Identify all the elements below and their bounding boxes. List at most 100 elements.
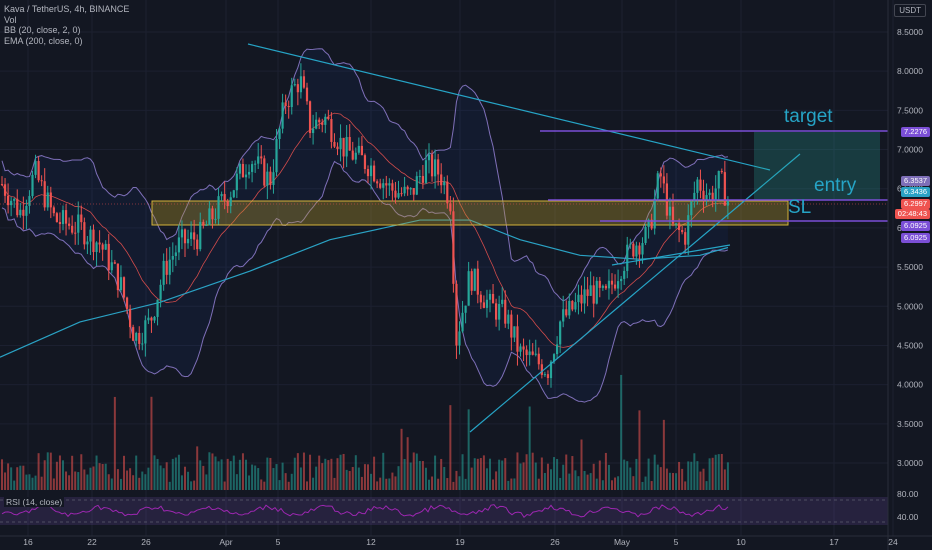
volume-bar <box>22 465 25 490</box>
volume-bar <box>723 469 726 490</box>
candle-body <box>516 326 519 352</box>
vol-indicator-label[interactable]: Vol <box>4 14 17 25</box>
bollinger-upper-line <box>1 48 728 302</box>
candle-body <box>629 243 632 245</box>
candle-body <box>705 195 708 200</box>
volume-bar <box>629 467 632 490</box>
volume-bar <box>632 476 635 490</box>
volume-bar <box>461 454 464 490</box>
volume-bar <box>498 459 501 490</box>
volume-bar <box>40 476 43 490</box>
target-price-tag: 7.2276 <box>901 127 930 137</box>
candle-body <box>186 238 190 244</box>
volume-bar <box>357 467 360 490</box>
candle-body <box>150 317 153 321</box>
candle-body <box>308 101 312 134</box>
candle-body <box>446 181 449 204</box>
volume-bar <box>318 455 321 490</box>
candle-body <box>690 201 693 216</box>
candle-body <box>159 284 162 300</box>
candle-body <box>626 244 629 271</box>
volume-bar <box>257 468 260 490</box>
candle-body <box>193 232 196 240</box>
bb-indicator-label[interactable]: BB (20, close, 2, 0) <box>4 25 81 35</box>
volume-bar <box>693 453 696 490</box>
volume-bar <box>418 460 421 490</box>
candle-body <box>613 284 617 289</box>
volume-bar <box>589 473 592 490</box>
volume-bar <box>327 460 330 490</box>
volume-bar <box>232 455 235 490</box>
candle-body <box>171 256 174 260</box>
candle-body <box>476 268 479 295</box>
candle-body <box>385 183 388 186</box>
currency-badge[interactable]: USDT <box>894 4 926 17</box>
candle-body <box>397 193 400 198</box>
candle-body <box>0 184 4 186</box>
symbol-title[interactable]: Kava / TetherUS, 4h, BINANCE <box>4 4 130 14</box>
candle-body <box>229 197 232 207</box>
volume-bar <box>193 480 196 490</box>
candle-body <box>583 289 586 304</box>
candle-body <box>681 229 684 233</box>
candle-body <box>400 193 403 195</box>
volume-bar <box>714 454 717 490</box>
candle-body <box>379 183 382 188</box>
volume-bar <box>647 458 650 490</box>
volume-bar <box>284 473 287 490</box>
candle-body <box>86 241 89 245</box>
volume-bar <box>659 467 662 490</box>
candle-body <box>296 84 299 93</box>
volume-bar <box>150 396 153 490</box>
volume-bar <box>513 478 516 490</box>
candle-body <box>391 183 394 191</box>
volume-bar <box>391 472 394 490</box>
volume-bar <box>577 476 580 490</box>
candle-body <box>199 221 202 250</box>
volume-bar <box>187 471 190 490</box>
candle-body <box>543 374 546 376</box>
time-axis-tick: 22 <box>87 537 97 547</box>
volume-bar <box>568 473 571 490</box>
ema-indicator-label[interactable]: EMA (200, close, 0) <box>4 35 83 46</box>
volume-bar <box>531 452 534 490</box>
volume-bar <box>367 464 369 490</box>
volume-bar <box>299 467 302 490</box>
candle-body <box>64 210 68 224</box>
volume-bar <box>370 473 373 490</box>
price-axis-tick: 7.0000 <box>897 145 923 155</box>
volume-bar <box>52 478 55 490</box>
candle-body <box>501 299 504 304</box>
volume-bar <box>104 463 107 490</box>
candle-body <box>43 181 46 208</box>
candle-body <box>415 176 418 195</box>
volume-bar <box>583 470 586 490</box>
volume-bar <box>489 458 491 490</box>
price-axis-tick: 4.5000 <box>897 340 923 350</box>
volume-bar <box>428 479 430 490</box>
volume-bar <box>537 478 540 490</box>
volume-bar <box>123 455 125 490</box>
time-axis-tick: 10 <box>736 537 746 547</box>
candle-body <box>98 242 101 245</box>
volume-bar <box>522 462 525 490</box>
candle-body <box>482 302 485 308</box>
candle-body <box>190 232 193 239</box>
volume-bar <box>412 452 415 490</box>
volume-bar <box>144 474 147 490</box>
price-axis-tick: 3.5000 <box>897 419 923 429</box>
candle-body <box>89 229 92 242</box>
candle-body <box>281 102 284 129</box>
candle-body <box>58 222 62 225</box>
volume-bar <box>49 452 52 490</box>
volume-bar <box>580 439 583 490</box>
volume-bar <box>382 452 385 490</box>
volume-bar <box>696 461 699 490</box>
volume-bar <box>485 468 488 490</box>
rsi-indicator-label[interactable]: RSI (14, close) <box>4 497 65 507</box>
rsi-line <box>1 504 729 519</box>
candle-body <box>623 270 626 279</box>
candle-body <box>491 293 495 304</box>
candle-body <box>647 219 650 227</box>
